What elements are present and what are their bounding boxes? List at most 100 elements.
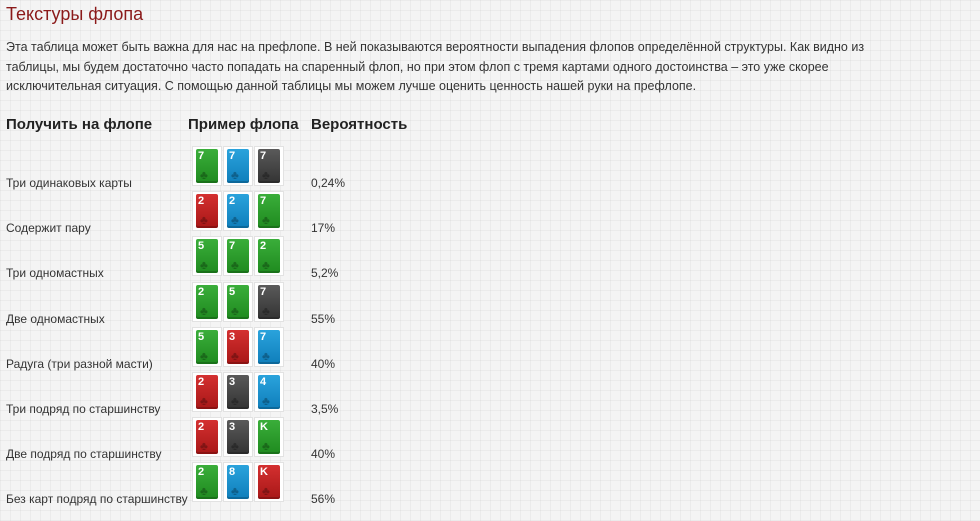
club-icon: ♣ — [231, 394, 239, 408]
card-rank: 7 — [260, 285, 267, 298]
club-icon: ♣ — [231, 303, 239, 318]
playing-card: 4 ♣ — [258, 375, 280, 409]
card-frame: 5 ♣ — [223, 281, 253, 322]
card-frame: 7 ♣ — [192, 146, 222, 186]
club-icon: ♣ — [231, 348, 239, 363]
club-icon: ♣ — [262, 168, 270, 182]
probability-value: 40% — [311, 447, 336, 462]
playing-card: 8 ♣ — [227, 465, 249, 500]
intro-paragraph: Эта таблица может быть важна для нас на … — [6, 40, 865, 93]
club-icon: ♣ — [262, 394, 270, 408]
card-rank: K — [260, 421, 268, 434]
flop-texture-label: Две одномастных — [6, 311, 105, 326]
card-rank: 7 — [229, 240, 236, 253]
playing-card: 5 ♣ — [196, 329, 218, 364]
playing-card: 2 ♣ — [196, 284, 218, 319]
card-frame: 2 ♣ — [192, 372, 222, 412]
card-frame: 5 ♣ — [192, 326, 222, 367]
playing-card: 3 ♣ — [227, 329, 249, 364]
playing-card: K ♣ — [258, 465, 280, 500]
table-row: Три одинаковых карты 7 ♣ 7 ♣ 7 ♣ 0,24% — [0, 145, 980, 190]
card-frame: 7 ♣ — [223, 146, 253, 186]
card-frame: 2 ♣ — [192, 462, 222, 503]
club-icon: ♣ — [262, 303, 270, 318]
card-rank: 7 — [229, 150, 236, 162]
card-frame: 5 ♣ — [192, 236, 222, 277]
playing-card: 5 ♣ — [196, 239, 218, 274]
probability-value: 55% — [311, 311, 336, 326]
card-frame: 2 ♣ — [192, 417, 222, 458]
playing-card: 7 ♣ — [258, 194, 280, 229]
table-row: Без карт подряд по старшинству 2 ♣ 8 ♣ K ♣ 56% — [0, 461, 980, 506]
card-frame: 2 ♣ — [254, 236, 284, 277]
playing-card: 2 ♣ — [196, 375, 218, 409]
card-rank: 2 — [198, 195, 205, 208]
card-rank: 3 — [229, 330, 236, 343]
playing-card: 7 ♣ — [258, 284, 280, 319]
table-row: Три подряд по старшинству 2 ♣ 3 ♣ 4 ♣ 3,5% — [0, 371, 980, 416]
flop-example-cards: 5 ♣ 3 ♣ 7 ♣ — [192, 326, 285, 367]
playing-card: 7 ♣ — [196, 149, 218, 183]
club-icon: ♣ — [200, 348, 208, 363]
playing-card: K ♣ — [258, 420, 280, 455]
club-icon: ♣ — [262, 258, 270, 273]
club-icon: ♣ — [200, 303, 208, 318]
club-icon: ♣ — [231, 258, 239, 273]
club-icon: ♣ — [262, 213, 270, 228]
card-frame: 3 ♣ — [223, 326, 253, 367]
flop-example-cards: 2 ♣ 5 ♣ 7 ♣ — [192, 281, 285, 322]
table-row: Радуга (три разной масти) 5 ♣ 3 ♣ 7 ♣ 40% — [0, 326, 980, 371]
card-rank: 7 — [260, 150, 267, 162]
card-frame: 2 ♣ — [192, 191, 222, 232]
flop-example-cards: 2 ♣ 8 ♣ K ♣ — [192, 462, 285, 503]
card-rank: 3 — [229, 421, 236, 434]
playing-card: 7 ♣ — [227, 149, 249, 183]
playing-card: 2 ♣ — [258, 239, 280, 274]
flop-texture-label: Три одинаковых карты — [6, 176, 132, 190]
card-rank: 5 — [198, 240, 205, 253]
playing-card: 7 ♣ — [258, 329, 280, 364]
card-rank: 5 — [229, 285, 236, 298]
card-rank: 2 — [260, 240, 267, 253]
flop-texture-label: Две подряд по старшинству — [6, 447, 162, 462]
club-icon: ♣ — [200, 168, 208, 182]
club-icon: ♣ — [262, 484, 270, 499]
table-row: Содержит пару 2 ♣ 2 ♣ 7 ♣ 17% — [0, 190, 980, 235]
flop-texture-label: Радуга (три разной масти) — [6, 356, 153, 371]
flop-example-cards: 7 ♣ 7 ♣ 7 ♣ — [192, 146, 285, 186]
club-icon: ♣ — [200, 439, 208, 454]
playing-card: 2 ♣ — [196, 420, 218, 455]
card-rank: 8 — [229, 466, 236, 479]
flop-texture-label: Три одномастных — [6, 266, 104, 281]
card-frame: 3 ♣ — [223, 372, 253, 412]
table-row: Две одномастных 2 ♣ 5 ♣ 7 ♣ 55% — [0, 281, 980, 326]
flop-texture-label: Содержит пару — [6, 221, 91, 236]
playing-card: 3 ♣ — [227, 420, 249, 455]
card-frame: 2 ♣ — [192, 281, 222, 322]
club-icon: ♣ — [262, 348, 270, 363]
club-icon: ♣ — [200, 213, 208, 228]
club-icon: ♣ — [231, 213, 239, 228]
card-rank: 7 — [260, 195, 267, 208]
playing-card: 3 ♣ — [227, 375, 249, 409]
probability-value: 17% — [311, 221, 336, 236]
table-row: Две подряд по старшинству 2 ♣ 3 ♣ K ♣ 40% — [0, 416, 980, 461]
flop-texture-label: Три подряд по старшинству — [6, 402, 161, 416]
playing-card: 5 ♣ — [227, 284, 249, 319]
club-icon: ♣ — [231, 439, 239, 454]
card-frame: 7 ♣ — [254, 191, 284, 232]
card-frame: 8 ♣ — [223, 462, 253, 503]
playing-card: 2 ♣ — [196, 194, 218, 229]
club-icon: ♣ — [262, 439, 270, 454]
card-rank: 2 — [198, 466, 205, 479]
club-icon: ♣ — [231, 168, 239, 182]
club-icon: ♣ — [231, 484, 239, 499]
card-rank: 5 — [198, 330, 205, 343]
card-frame: 4 ♣ — [254, 372, 284, 412]
header-get-on-flop: Получить на флопе — [6, 116, 153, 133]
card-frame: 7 ♣ — [254, 146, 284, 186]
page-title: Текстуры флопа — [6, 4, 144, 24]
club-icon: ♣ — [200, 258, 208, 273]
club-icon: ♣ — [200, 394, 208, 408]
card-frame: 7 ♣ — [223, 236, 253, 277]
